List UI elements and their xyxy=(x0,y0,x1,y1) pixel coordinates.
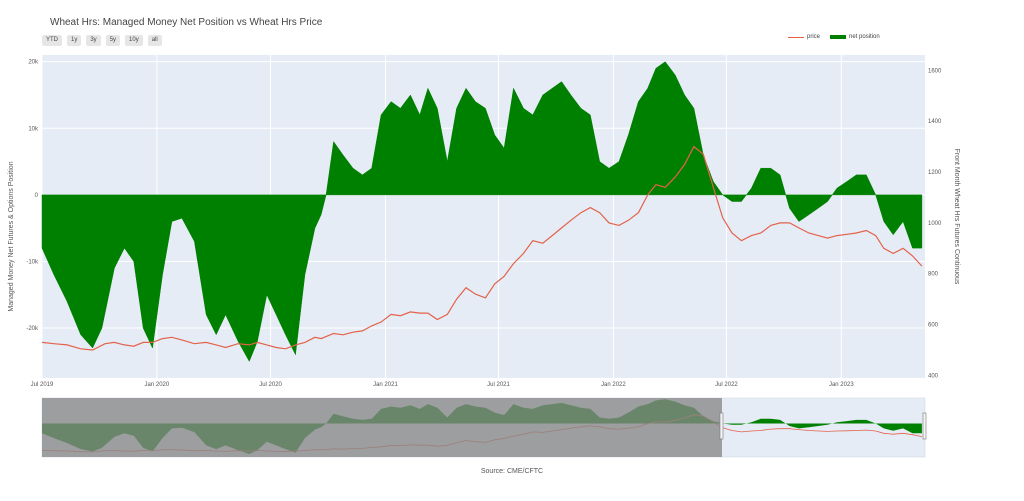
y-right-tick-label: 800 xyxy=(928,272,939,278)
y-right-tick-label: 1200 xyxy=(928,170,942,176)
legend-net-position-label: net position xyxy=(849,34,880,40)
x-tick-label: Jul 2019 xyxy=(31,382,54,388)
price-series xyxy=(41,145,923,351)
range-slider-handle-left[interactable] xyxy=(719,412,724,440)
y-right-tick-label: 1600 xyxy=(928,68,942,74)
legend-item-price[interactable]: price xyxy=(788,34,820,40)
range-button-10y[interactable]: 10y xyxy=(125,35,143,46)
legend: price net position xyxy=(788,34,890,40)
x-tick-label: Jan 2021 xyxy=(373,382,398,388)
y-axis-left: 20k 10k 0 -10k -20k xyxy=(26,60,39,332)
legend-net-position-swatch xyxy=(830,35,847,39)
y-left-tick-label: -10k xyxy=(26,259,39,265)
x-tick-label: Jan 2020 xyxy=(145,382,170,388)
range-button-all[interactable]: all xyxy=(147,35,162,46)
y-right-tick-label: 1400 xyxy=(928,119,942,125)
range-button-1y[interactable]: 1y xyxy=(67,35,82,46)
y-axis-right: 1600 1400 1200 1000 800 600 400 xyxy=(928,68,942,379)
range-button-3y[interactable]: 3y xyxy=(86,35,101,46)
range-slider-mask xyxy=(42,398,722,457)
y-left-tick-label: 0 xyxy=(35,193,39,199)
legend-price-label: price xyxy=(807,34,821,40)
y-right-tick-label: 400 xyxy=(928,373,939,379)
range-selector: YTD 1y 3y 5y 10y all xyxy=(42,35,162,46)
x-tick-label: Jan 2022 xyxy=(601,382,626,388)
y-axis-right-title: Front Month Wheat Hrs Futures Continuous xyxy=(953,149,960,285)
x-axis: Jul 2019 Jan 2020 Jul 2020 Jan 2021 Jul 2021… xyxy=(31,382,855,388)
net-position-series xyxy=(41,61,923,362)
y-left-tick-label: 10k xyxy=(28,126,39,132)
range-button-ytd[interactable]: YTD xyxy=(42,35,62,46)
x-tick-label: Jan 2023 xyxy=(829,382,854,388)
x-tick-label: Jul 2021 xyxy=(487,382,510,388)
source-note: Source: CME/CFTC xyxy=(480,468,544,475)
chart-title: Wheat Hrs: Managed Money Net Position vs… xyxy=(50,17,323,28)
x-tick-label: Jul 2020 xyxy=(259,382,282,388)
x-tick-label: Jul 2022 xyxy=(715,382,738,388)
legend-price-swatch xyxy=(788,36,804,38)
y-left-tick-label: 20k xyxy=(28,60,39,66)
range-button-5y[interactable]: 5y xyxy=(105,35,121,46)
price-line xyxy=(41,145,923,351)
y-axis-left-title: Managed Money Net Futures & Options Posi… xyxy=(8,161,15,311)
y-left-tick-label: -20k xyxy=(26,326,39,332)
y-right-tick-label: 600 xyxy=(928,323,939,329)
legend-item-net-position[interactable]: net position xyxy=(830,34,880,40)
range-slider[interactable] xyxy=(41,397,927,458)
net-position-area xyxy=(41,61,923,362)
y-right-tick-label: 1000 xyxy=(928,221,942,227)
range-slider-handle-right[interactable] xyxy=(922,412,927,440)
